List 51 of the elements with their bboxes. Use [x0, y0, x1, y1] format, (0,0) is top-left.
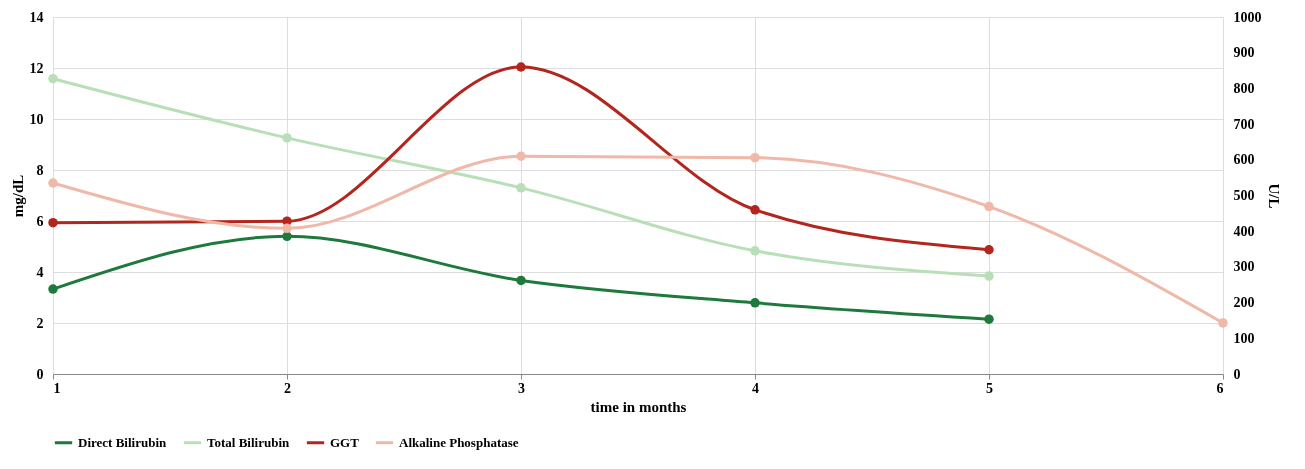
y2-tick-label: 600	[1233, 152, 1255, 168]
x-axis-title: time in months	[590, 398, 687, 415]
point	[750, 152, 760, 163]
legend-label: Alkaline Phosphatase	[399, 434, 519, 450]
legend-label: GGT	[330, 434, 360, 450]
x-tick-label: 1	[53, 380, 61, 396]
y-tick-label: 12	[29, 60, 44, 76]
y2-tick-label: 0	[1233, 366, 1241, 382]
x-tick-label: 3	[518, 380, 525, 396]
y2-tick-label: 300	[1233, 259, 1255, 275]
point	[984, 245, 994, 255]
x-tick-label: 5	[986, 380, 993, 396]
point	[516, 183, 526, 193]
point	[984, 314, 994, 324]
point	[48, 178, 58, 188]
y2-tick-label: 400	[1233, 223, 1255, 239]
point	[984, 271, 994, 281]
y-tick-label: 8	[36, 162, 44, 178]
y-tick-label: 4	[36, 264, 44, 280]
point	[984, 201, 994, 212]
y-tick-label: 10	[29, 111, 44, 127]
x-tick-label: 6	[1216, 380, 1224, 396]
point	[282, 223, 292, 234]
point	[750, 246, 760, 256]
point	[516, 275, 526, 286]
point	[750, 298, 760, 308]
y-tick-label: 0	[36, 366, 44, 382]
x-tick-label: 2	[284, 380, 291, 396]
y2-tick-label: 200	[1233, 295, 1255, 311]
y-tick-label: 6	[36, 213, 44, 229]
y2-tick-label: 700	[1233, 116, 1255, 132]
y2-tick-label: 100	[1233, 330, 1255, 346]
legend-label: Direct Bilirubin	[78, 434, 167, 450]
point	[516, 62, 526, 72]
y-axis-title: mg/dL	[9, 174, 26, 218]
point	[1218, 318, 1228, 328]
y2-axis-title: U/L	[1265, 183, 1282, 209]
legend-label: Total Bilirubin	[207, 434, 291, 450]
y2-tick-label: 500	[1233, 188, 1255, 203]
x-tick-label: 4	[752, 380, 759, 396]
point	[750, 205, 760, 215]
y-tick-label: 14	[29, 9, 44, 25]
y2-tick-label: 900	[1233, 45, 1255, 61]
y-tick-label: 2	[36, 315, 44, 331]
y2-tick-label: 1000	[1233, 9, 1262, 25]
point	[48, 217, 58, 228]
point	[48, 284, 58, 294]
y2-tick-label: 800	[1233, 80, 1255, 96]
point	[48, 73, 58, 84]
point	[516, 151, 526, 161]
point	[282, 133, 292, 143]
